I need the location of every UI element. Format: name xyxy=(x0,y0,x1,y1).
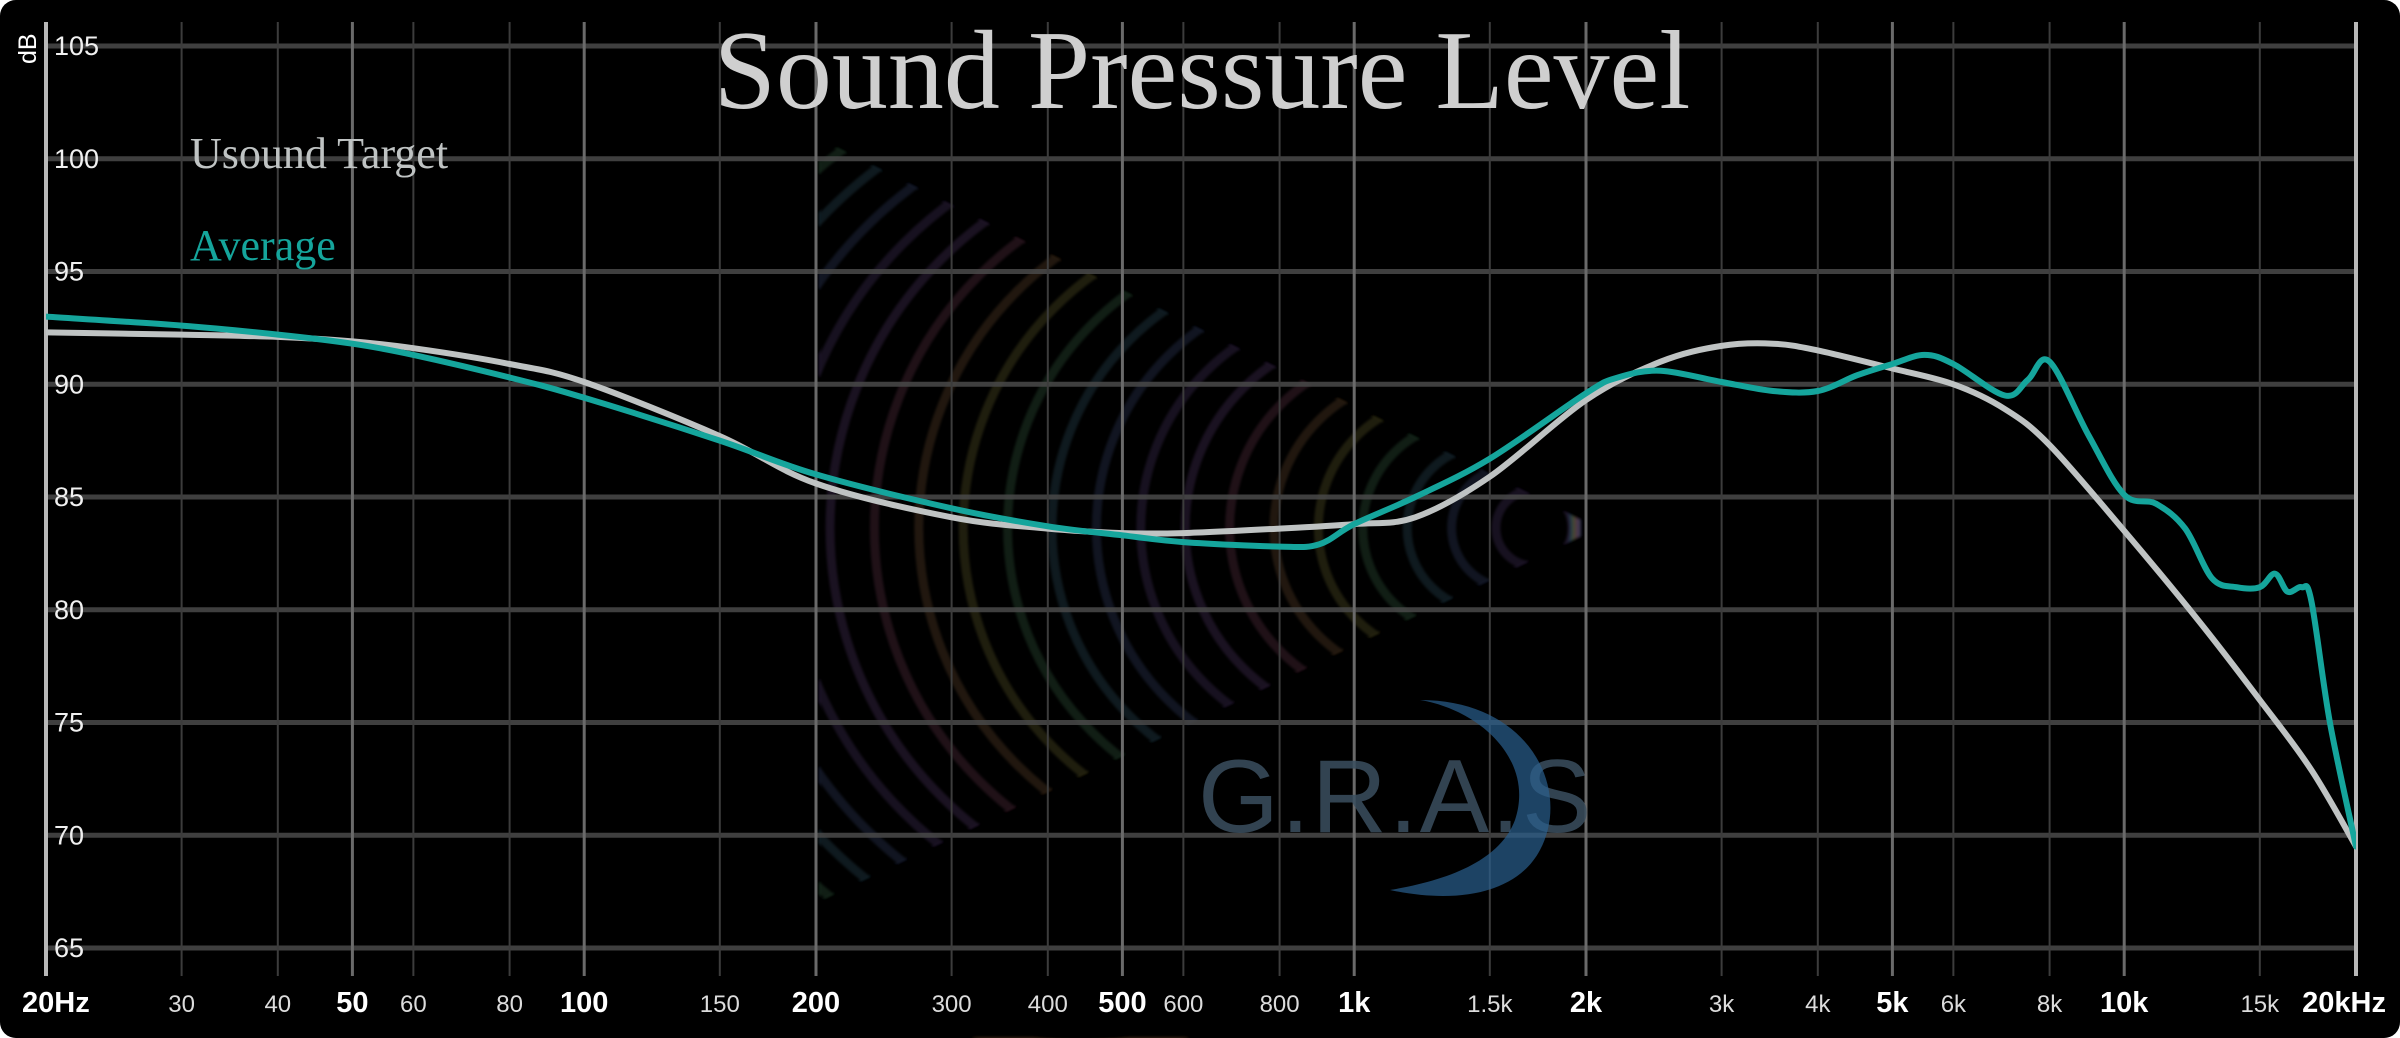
x-tick-label: 3k xyxy=(1709,991,1735,1018)
x-tick-label: 10k xyxy=(2100,987,2149,1019)
y-tick-label: 65 xyxy=(54,933,84,963)
x-tick-label: 400 xyxy=(1028,991,1068,1018)
x-tick-label: 60 xyxy=(400,991,427,1018)
y-axis-unit-label: dB xyxy=(14,33,42,64)
x-tick-label: 40 xyxy=(264,991,291,1018)
x-tick-label: 50 xyxy=(336,987,368,1019)
legend-entry-usound-target: Usound Target xyxy=(190,129,448,178)
x-tick-label: 600 xyxy=(1163,991,1203,1018)
x-tick-label: 20Hz xyxy=(22,987,90,1019)
x-tick-label: 1.5k xyxy=(1467,991,1513,1018)
y-tick-label: 100 xyxy=(54,144,99,174)
x-tick-label: 150 xyxy=(700,991,740,1018)
chart-title: Sound Pressure Level xyxy=(714,9,1691,133)
x-tick-label: 8k xyxy=(2037,991,2063,1018)
x-tick-label: 20kHz xyxy=(2302,987,2386,1019)
y-tick-label: 70 xyxy=(54,820,84,850)
x-tick-label: 2k xyxy=(1570,987,1603,1019)
series-line-usound-target xyxy=(46,329,2356,850)
x-tick-label: 15k xyxy=(2240,991,2280,1018)
y-tick-label: 90 xyxy=(54,369,84,399)
x-tick-label: 80 xyxy=(496,991,523,1018)
watermark-cone-mask-bottom xyxy=(820,536,1580,1038)
x-tick-label: 300 xyxy=(932,991,972,1018)
x-axis-ticks: 20Hz 30 40 50 60 80 100 150 200 300 400 500 600 800 1k… xyxy=(22,987,2386,1019)
legend: Usound Target Average xyxy=(190,129,448,270)
horizontal-gridlines xyxy=(46,43,2356,951)
y-tick-label: 80 xyxy=(54,595,84,625)
y-tick-label: 85 xyxy=(54,482,84,512)
x-tick-label: 200 xyxy=(792,987,840,1019)
series-group xyxy=(46,313,2356,850)
vertical-gridlines xyxy=(44,22,2358,976)
watermark-swoosh-icon xyxy=(1390,700,1551,897)
x-tick-label: 1k xyxy=(1338,987,1371,1019)
x-tick-label: 5k xyxy=(1876,987,1909,1019)
y-tick-label: 105 xyxy=(54,31,99,61)
x-tick-label: 500 xyxy=(1098,987,1146,1019)
y-axis-ticks: 105 100 95 90 85 80 75 70 65 xyxy=(54,31,99,963)
x-tick-label: 6k xyxy=(1941,991,1967,1018)
y-tick-label: 75 xyxy=(54,708,84,738)
x-tick-label: 4k xyxy=(1805,991,1831,1018)
x-tick-label: 30 xyxy=(168,991,195,1018)
series-line-average xyxy=(46,313,2356,850)
y-tick-label: 95 xyxy=(54,257,84,287)
x-tick-label: 800 xyxy=(1260,991,1300,1018)
legend-entry-average: Average xyxy=(190,221,336,270)
watermark-cone-mask-top xyxy=(820,0,1580,520)
x-tick-label: 100 xyxy=(560,987,608,1019)
